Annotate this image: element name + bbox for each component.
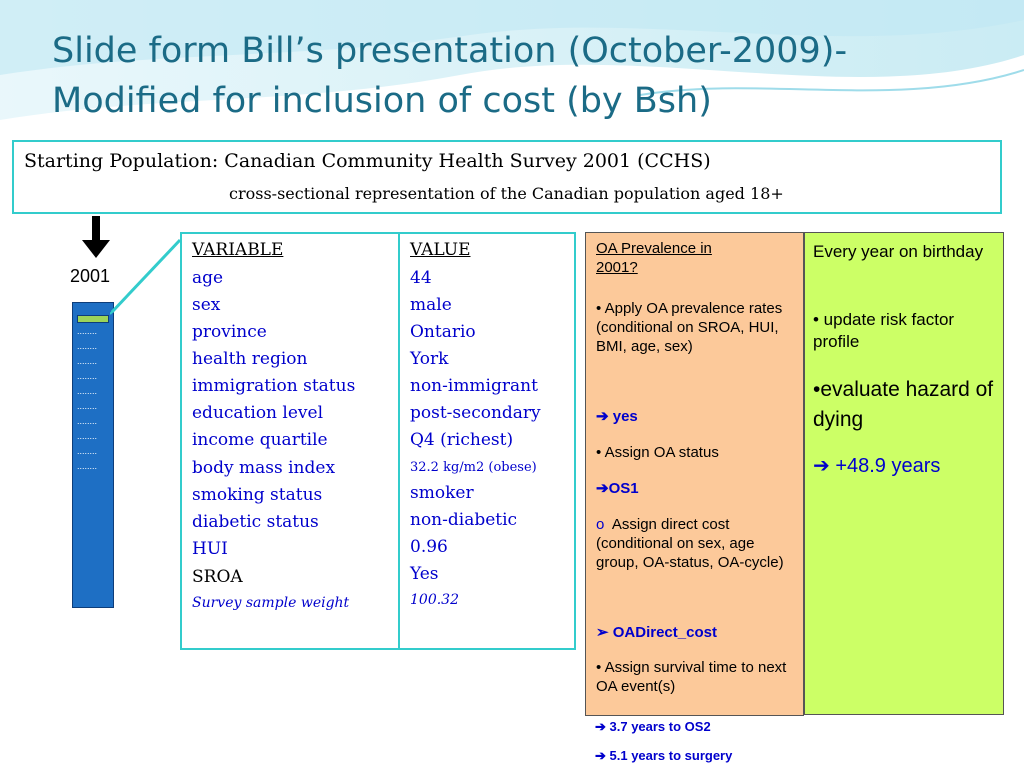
variable-item: province — [192, 322, 267, 342]
slide-title: Slide form Bill’s presentation (October-… — [52, 26, 1012, 126]
record-dots: ........ — [77, 386, 98, 396]
oa-direct-cost-text: Assign direct cost (conditional on sex, … — [596, 516, 784, 571]
variable-item: smoking status — [192, 485, 323, 505]
variable-item: age — [192, 268, 224, 288]
value-item: male — [410, 295, 452, 315]
oa-heading-line2: 2001? — [596, 259, 638, 276]
value-item: non-diabetic — [410, 510, 518, 530]
value-item: Ontario — [410, 322, 476, 342]
header-wave-decoration — [0, 0, 1024, 120]
oa-heading-line1: OA Prevalence in — [596, 240, 712, 257]
variable-item: immigration status — [192, 376, 356, 396]
timeline-year-label: 2001 — [70, 266, 111, 286]
oa-result-os2: ➔ 3.7 years to OS2 — [595, 719, 711, 734]
variable-header: VARIABLE — [192, 240, 284, 260]
oa-survival-time: • Assign survival time to next OA event(… — [596, 659, 787, 695]
value-item: 0.96 — [410, 537, 448, 557]
variable-item: education level — [192, 403, 324, 423]
value-item: post-secondary — [410, 403, 541, 423]
variable-item: income quartile — [192, 430, 328, 450]
population-heading: Starting Population: Canadian Community … — [24, 150, 711, 172]
down-arrow-icon — [82, 216, 110, 258]
variable-item: SROA — [192, 567, 243, 587]
variable-item: diabetic status — [192, 512, 319, 532]
oa-direct-cost: o Assign direct cost (conditional on sex… — [596, 515, 796, 572]
yearly-update-panel: Every year on birthday • update risk fac… — [804, 232, 1004, 715]
record-dots: ........ — [77, 416, 98, 426]
value-item: York — [410, 349, 449, 369]
variable-column: VARIABLE age sex province health region … — [180, 232, 400, 650]
oa-prevalence-panel: OA Prevalence in 2001? • Apply OA preval… — [585, 232, 804, 716]
record-dots: ........ — [77, 326, 98, 336]
slide-title-line1: Slide form Bill’s presentation (October-… — [52, 31, 848, 71]
yearly-evaluate-hazard: •evaluate hazard of dying — [813, 378, 994, 431]
record-dots: ........ — [77, 461, 98, 471]
value-header: VALUE — [410, 240, 471, 260]
yearly-result: ➔ +48.9 years — [813, 455, 941, 477]
record-dots: ........ — [77, 401, 98, 411]
value-item: 44 — [410, 268, 432, 288]
record-dots: ........ — [77, 371, 98, 381]
oa-result-os1: ➔OS1 — [596, 480, 639, 497]
zoom-connector-lines — [110, 238, 182, 315]
value-item: 32.2 kg/m2 (obese) — [410, 460, 537, 475]
value-column: VALUE 44 male Ontario York non-immigrant… — [398, 232, 576, 650]
yearly-heading: Every year on birthday — [813, 242, 984, 261]
value-item: non-immigrant — [410, 376, 538, 396]
oa-direct-cost-marker: o — [596, 516, 605, 533]
value-item: 100.32 — [410, 592, 459, 608]
variable-item: sex — [192, 295, 221, 315]
record-dots: ........ — [77, 341, 98, 351]
value-item: Q4 (richest) — [410, 430, 514, 450]
variable-item: body mass index — [192, 458, 336, 478]
record-dots: ........ — [77, 446, 98, 456]
person-record-highlight — [77, 315, 109, 323]
record-dots: ........ — [77, 431, 98, 441]
population-subheading: cross-sectional representation of the Ca… — [229, 184, 784, 203]
value-item: smoker — [410, 483, 474, 503]
oa-apply-rates: • Apply OA prevalence rates (conditional… — [596, 300, 783, 355]
variable-item: HUI — [192, 539, 228, 559]
oa-result-surgery: ➔ 5.1 years to surgery — [595, 748, 733, 763]
oa-result-yes: ➔ yes — [596, 408, 638, 425]
record-dots: ........ — [77, 356, 98, 366]
slide-title-line2: Modified for inclusion of cost (by Bsh) — [52, 81, 712, 121]
oa-result-direct-cost: ➢ OADirect_cost — [596, 624, 717, 641]
oa-assign-status: • Assign OA status — [596, 444, 719, 461]
oa-heading: OA Prevalence in 2001? — [596, 239, 712, 277]
variable-item: Survey sample weight — [192, 595, 350, 611]
person-record-bar: ........ ........ ........ ........ ....… — [72, 302, 114, 608]
yearly-update-risk: • update risk factor profile — [813, 310, 955, 351]
value-item: Yes — [410, 564, 439, 584]
starting-population-box: Starting Population: Canadian Community … — [12, 140, 1002, 214]
variable-item: health region — [192, 349, 308, 369]
